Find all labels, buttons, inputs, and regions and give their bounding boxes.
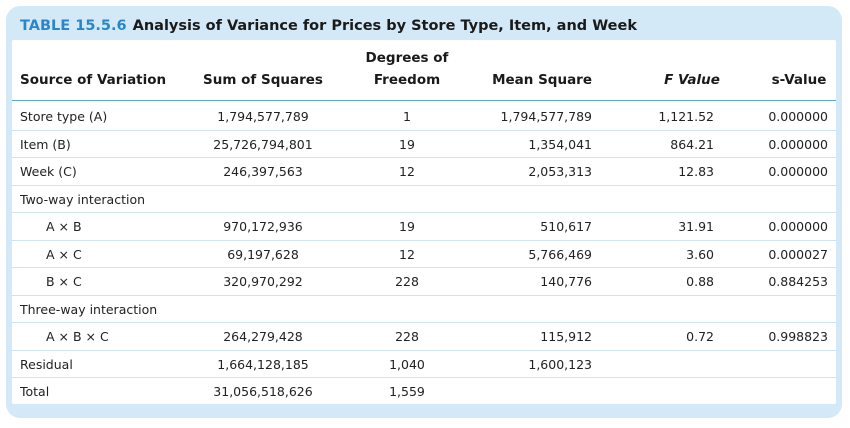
cell-source: Week (C) [20,164,77,179]
cell-degrees-of-freedom: 19 [399,136,415,152]
cell-degrees-of-freedom: 1 [403,109,411,124]
row-divider [12,349,836,351]
cell-f-value: 3.60 [686,246,714,262]
cell-f-value: 1,121.52 [658,109,714,124]
cell-mean-square: 5,766,469 [528,246,592,262]
cell-sum-of-squares: 1,664,128,185 [217,356,309,372]
row-divider [12,239,836,241]
cell-degrees-of-freedom: 19 [399,219,415,234]
cell-sum-of-squares: 25,726,794,801 [213,136,313,152]
cell-sum-of-squares: 246,397,563 [223,164,303,179]
cell-p-value: 0.000000 [768,136,828,152]
cell-p-value: 0.884253 [768,274,828,289]
cell-sum-of-squares: 320,970,292 [223,274,303,289]
cell-mean-square: 1,354,041 [528,136,592,152]
row-divider [12,184,836,186]
table-frame: TABLE 15.5.6 Analysis of Variance for Pri… [6,6,842,418]
row-divider [12,294,836,296]
row-divider [12,322,836,323]
cell-source: A × C [46,246,82,262]
row-divider [12,212,836,213]
cell-p-value: 0.000027 [768,246,828,262]
cell-source: Store type (A) [20,109,108,124]
table-number: TABLE 15.5.6 [20,18,127,34]
cell-p-value: 0.000000 [768,219,828,234]
cell-mean-square: 510,617 [540,219,592,234]
row-divider [12,377,836,378]
cell-source: B × C [46,274,82,289]
cell-p-value: 0.998823 [768,329,828,344]
header-f-value: F Value [664,72,720,88]
cell-source: Residual [20,356,73,372]
cell-sum-of-squares: 264,279,428 [223,329,303,344]
anova-table: Source of Variation Sum of Squares Degre… [12,40,836,404]
cell-f-value: 31.91 [678,219,714,234]
header-degrees-line1: Degrees of [365,50,449,66]
table-title: Analysis of Variance for Prices by Store… [132,18,637,34]
header-f-value-text: F Value [664,72,720,88]
cell-sum-of-squares: 970,172,936 [223,219,303,234]
cell-sum-of-squares: 31,056,518,626 [213,384,313,399]
cell-source: Two-way interaction [20,191,146,207]
cell-source: A × B × C [46,329,109,344]
header-mean-square: Mean Square [492,72,592,88]
cell-degrees-of-freedom: 1,559 [389,384,425,399]
cell-mean-square: 2,053,313 [528,164,592,179]
row-divider [12,157,836,158]
cell-sum-of-squares: 1,794,577,789 [217,109,309,124]
cell-degrees-of-freedom: 228 [395,274,419,289]
cell-p-value: 0.000000 [768,109,828,124]
table-bottom-strip [12,404,836,418]
cell-f-value: 12.83 [678,164,714,179]
cell-f-value: 864.21 [670,136,714,152]
cell-mean-square: 1,600,123 [528,356,592,372]
cell-degrees-of-freedom: 12 [399,246,415,262]
cell-source: Three-way interaction [20,301,158,317]
cell-p-value: 0.000000 [768,164,828,179]
table-caption: TABLE 15.5.6 Analysis of Variance for Pri… [20,12,637,40]
header-rule [12,100,836,101]
header-p-value: s-Value [771,72,827,88]
cell-degrees-of-freedom: 12 [399,164,415,179]
header-sum-of-squares: Sum of Squares [203,72,323,88]
cell-degrees-of-freedom: 228 [395,329,419,344]
cell-f-value: 0.88 [686,274,714,289]
header-degrees-line2: Freedom [373,72,441,88]
row-divider [12,267,836,268]
cell-source: Total [20,384,50,399]
cell-mean-square: 115,912 [540,329,592,344]
header-source: Source of Variation [20,72,167,88]
cell-sum-of-squares: 69,197,628 [227,246,299,262]
cell-source: Item (B) [20,136,71,152]
cell-mean-square: 1,794,577,789 [500,109,592,124]
cell-mean-square: 140,776 [540,274,592,289]
cell-f-value: 0.72 [686,329,714,344]
cell-degrees-of-freedom: 1,040 [389,356,425,372]
row-divider [12,129,836,131]
cell-source: A × B [46,219,82,234]
